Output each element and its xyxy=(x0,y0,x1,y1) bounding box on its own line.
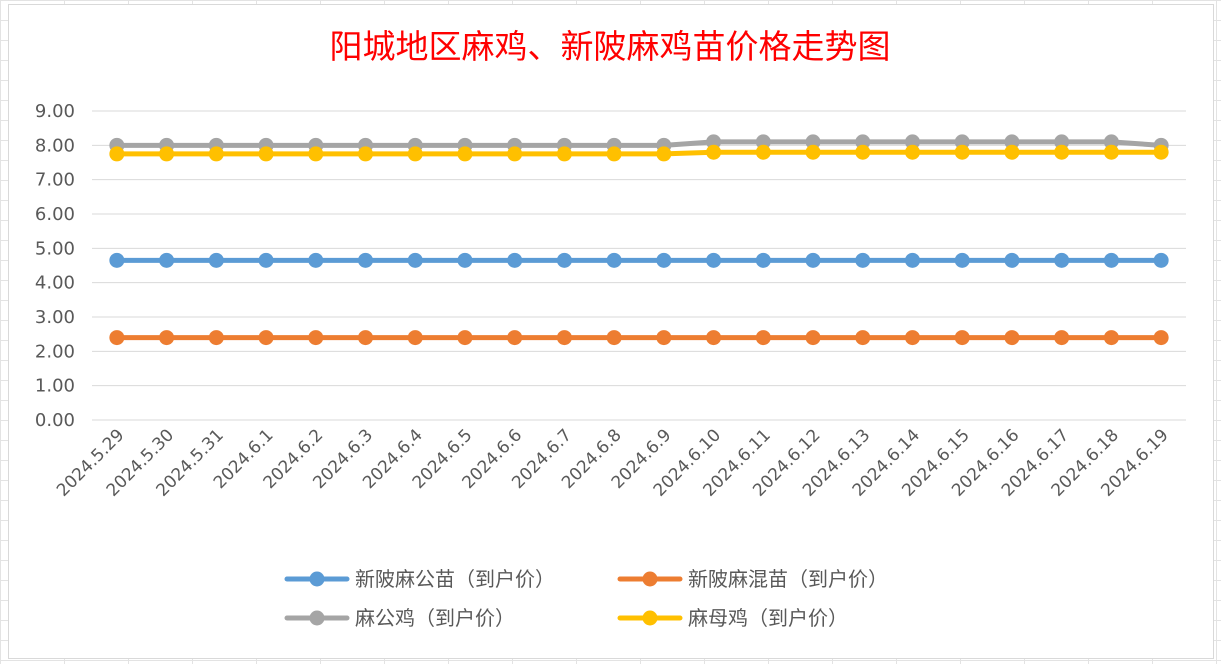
series-4-point xyxy=(706,144,722,160)
series-3-point xyxy=(905,134,920,150)
series-2-point xyxy=(556,330,572,346)
y-tick-label: 1.00 xyxy=(35,376,75,397)
series-1-point xyxy=(109,252,125,268)
series-2-point xyxy=(1103,330,1119,346)
series-1-point xyxy=(457,252,473,268)
series-4-point xyxy=(208,146,224,162)
chart-title: 阳城地区麻鸡、新陂麻鸡苗价格走势图 xyxy=(330,27,891,66)
series-1-point xyxy=(1153,252,1169,268)
series-1-point xyxy=(954,252,970,268)
series-4-point xyxy=(805,144,821,160)
y-tick-label: 5.00 xyxy=(35,238,75,259)
series-1-point xyxy=(755,252,771,268)
series-2-point xyxy=(358,330,373,346)
series-3-point xyxy=(706,134,722,150)
series-1-point xyxy=(905,252,920,268)
series-3-point xyxy=(1103,134,1119,150)
series-line-4 xyxy=(114,149,1164,157)
y-tick-label: 4.00 xyxy=(35,273,75,294)
legend-label-4: 麻母鸡（到户价） xyxy=(688,606,848,630)
series-2-point xyxy=(109,330,125,346)
series-2-point xyxy=(308,330,324,346)
series-4-point xyxy=(258,146,274,162)
series-4-point xyxy=(606,146,622,162)
series-2-point xyxy=(258,330,274,346)
series-4-point xyxy=(656,146,672,162)
series-line-3 xyxy=(114,139,1164,148)
legend-label-1: 新陂麻公苗（到户价） xyxy=(355,567,555,591)
series-4-point xyxy=(556,146,572,162)
series-1-point xyxy=(1004,252,1020,268)
series-1-point xyxy=(507,252,523,268)
series-2-point xyxy=(208,330,224,346)
series-1-point xyxy=(308,252,324,268)
legend-marker-1 xyxy=(309,571,325,587)
y-tick-label: 6.00 xyxy=(35,204,75,225)
series-4-point xyxy=(358,146,373,162)
series-3-point xyxy=(755,134,771,150)
series-4-point xyxy=(1153,144,1169,160)
legend-marker-3 xyxy=(309,610,325,626)
series-1-point xyxy=(606,252,622,268)
series-2-point xyxy=(606,330,622,346)
series-2-point xyxy=(1004,330,1020,346)
series-4-point xyxy=(954,144,970,160)
series-3-point xyxy=(954,134,970,150)
y-tick-label: 0.00 xyxy=(35,410,75,431)
legend-marker-4 xyxy=(642,610,658,626)
y-tick-label: 8.00 xyxy=(35,135,75,156)
series-2-point xyxy=(1153,330,1169,346)
series-1-point xyxy=(1103,252,1119,268)
series-4-point xyxy=(1054,144,1070,160)
series-1-point xyxy=(1054,252,1070,268)
y-tick-label: 9.00 xyxy=(35,101,75,122)
series-3-point xyxy=(1054,134,1070,150)
series-2-point xyxy=(1054,330,1070,346)
series-2-point xyxy=(706,330,722,346)
y-tick-label: 3.00 xyxy=(35,307,75,328)
series-2-point xyxy=(805,330,821,346)
series-1-point xyxy=(258,252,274,268)
series-2-point xyxy=(755,330,771,346)
series-4-point xyxy=(407,146,423,162)
series-4-point xyxy=(159,146,175,162)
series-2-point xyxy=(855,330,871,346)
series-1-point xyxy=(208,252,224,268)
series-1-point xyxy=(706,252,722,268)
series-2-point xyxy=(407,330,423,346)
series-4-point xyxy=(1103,144,1119,160)
series-2-point xyxy=(507,330,523,346)
series-4-point xyxy=(1004,144,1020,160)
series-3-point xyxy=(1004,134,1020,150)
series-2-point xyxy=(656,330,672,346)
series-2-point xyxy=(954,330,970,346)
series-4-point xyxy=(755,144,771,160)
series-3-point xyxy=(855,134,871,150)
legend-label-2: 新陂麻混苗（到户价） xyxy=(688,567,888,591)
y-tick-label: 2.00 xyxy=(35,341,75,362)
y-tick-label: 7.00 xyxy=(35,170,75,191)
series-4-point xyxy=(308,146,324,162)
series-1-point xyxy=(855,252,871,268)
series-3-point xyxy=(805,134,821,150)
legend-label-3: 麻公鸡（到户价） xyxy=(355,606,515,630)
series-4-point xyxy=(855,144,871,160)
series-1-point xyxy=(556,252,572,268)
series-1-point xyxy=(656,252,672,268)
series-2-point xyxy=(159,330,175,346)
series-1-point xyxy=(159,252,175,268)
series-1-point xyxy=(358,252,373,268)
series-1-point xyxy=(805,252,821,268)
series-4-point xyxy=(507,146,523,162)
series-1-point xyxy=(407,252,423,268)
series-4-point xyxy=(109,146,125,162)
series-2-point xyxy=(457,330,473,346)
series-4-point xyxy=(905,144,920,160)
series-2-point xyxy=(905,330,920,346)
series-4-point xyxy=(457,146,473,162)
legend-marker-2 xyxy=(642,571,658,587)
